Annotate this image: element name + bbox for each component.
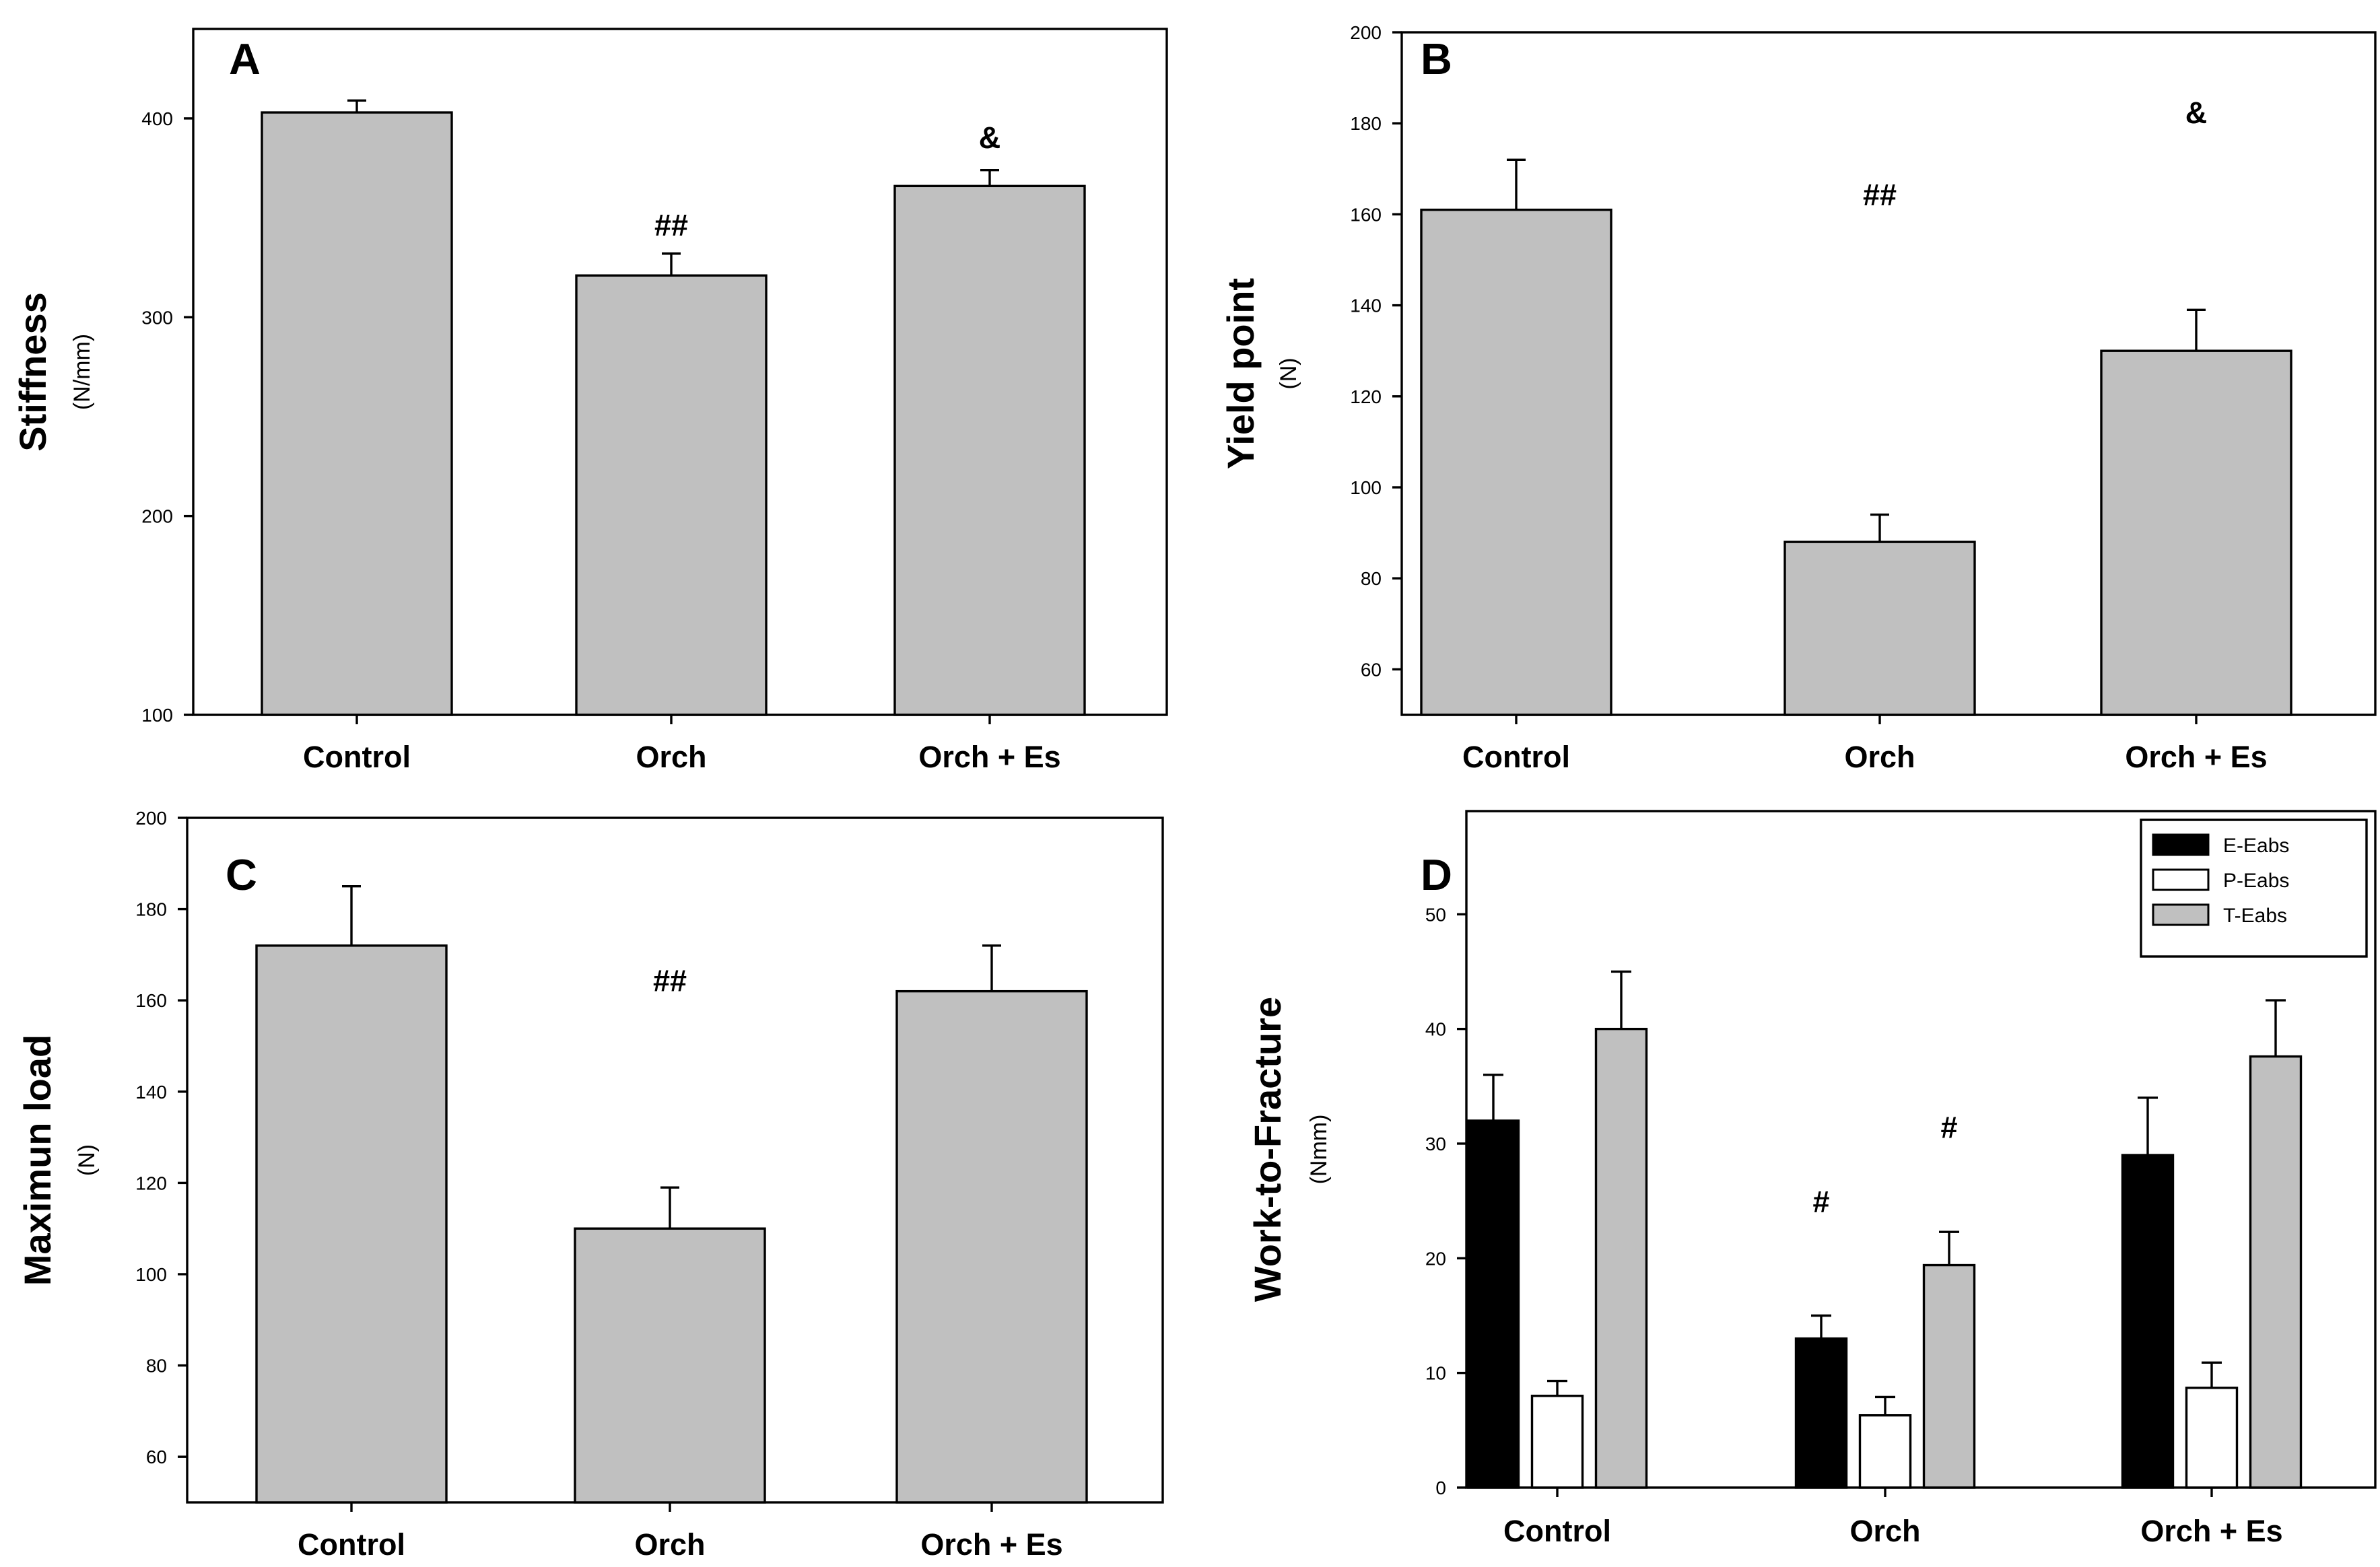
y-axis-label: Yield point [1219,278,1262,469]
bar [2121,1154,2175,1489]
y-axis-label: Stiffness [11,292,54,452]
y-tick-label: 10 [1425,1363,1446,1384]
y-axis-unit: (N) [74,1144,100,1176]
y-tick-label: 160 [1350,204,1382,225]
y-axis-unit: (Nmm) [1306,1115,1332,1185]
bar [255,944,448,1504]
significance-mark: ## [654,208,688,242]
panel-letter: A [229,34,261,83]
bar [575,274,768,716]
legend-label: E-Eabs [2223,835,2289,857]
panel-d: 0 10 20 30 40 50 Control Orch Orch + Es # # D Work-t… [1246,810,2377,1548]
bar [1466,1119,1520,1489]
y-tick-label: 100 [141,705,173,726]
y-tick-label: 120 [1350,386,1382,407]
y-tick-label: 140 [135,1082,167,1103]
x-tick-label: Orch [1849,1514,1920,1548]
legend-swatch [2152,833,2210,856]
plot-frame [1465,810,2377,1489]
bar [2185,1387,2239,1489]
legend-swatch [2152,903,2210,926]
significance-mark: ## [653,964,687,998]
y-axis-label: Work-to-Fracture [1246,997,1289,1302]
bar [261,111,453,716]
y-tick-label: 30 [1425,1134,1446,1154]
y-tick-label: 100 [1350,477,1382,498]
legend-swatch [2152,868,2210,891]
x-tick-label: Orch + Es [918,740,1060,774]
y-axis-unit: (N) [1276,357,1301,389]
x-tick-label: Orch [634,1527,705,1562]
x-tick-label: Control [1503,1514,1611,1548]
y-tick-label: 120 [135,1173,167,1193]
significance-mark: & [979,120,1001,155]
y-tick-label: 160 [135,990,167,1011]
y-tick-label: 400 [141,108,173,129]
bar [1783,541,1976,716]
bar [1530,1395,1584,1489]
y-tick-label: 100 [135,1264,167,1285]
y-axis-label: Maximun load [16,1035,59,1286]
bar [895,989,1088,1504]
y-tick-label: 80 [1361,568,1382,589]
panel-c: 60 80 100 120 140 160 180 200 Control Orch Orch + … [16,808,1164,1562]
panel-letter: C [226,850,257,899]
y-tick-label: 0 [1435,1477,1446,1498]
y-tick-label: 140 [1350,295,1382,316]
y-tick-label: 200 [135,808,167,829]
y-tick-label: 180 [135,899,167,920]
x-tick-label: Control [1462,740,1570,774]
significance-mark: & [2185,96,2208,130]
significance-mark: ## [1863,178,1897,212]
panel-letter: D [1421,850,1452,899]
y-tick-label: 20 [1425,1248,1446,1269]
x-tick-label: Control [298,1527,405,1562]
x-tick-label: Orch [636,740,706,774]
panel-a: 100 200 300 400 Control Orch Orch + Es ## & A Stif… [11,28,1168,774]
bar [893,184,1086,716]
bar [1594,1027,1648,1489]
bar [2100,349,2292,716]
y-axis-unit: (N/mm) [69,334,95,410]
x-tick-label: Orch + Es [2140,1514,2282,1548]
y-tick-label: 60 [146,1447,167,1467]
panel-letter: B [1421,34,1452,83]
bar [1420,208,1612,716]
x-tick-label: Orch [1844,740,1915,774]
y-tick-label: 180 [1350,113,1382,134]
y-tick-label: 200 [1350,22,1382,43]
y-tick-label: 40 [1425,1019,1446,1040]
panel-b: 60 80 100 120 140 160 180 200 Control Orch Orch + … [1219,22,2377,774]
bar [1922,1263,1976,1489]
significance-mark: # [1812,1185,1829,1219]
bar [1858,1414,1912,1489]
significance-mark: # [1940,1110,1957,1144]
y-tick-label: 80 [146,1356,167,1377]
bar [1794,1337,1848,1489]
x-tick-label: Control [303,740,411,774]
legend: E-Eabs P-Eabs T-Eabs [2140,819,2368,958]
y-tick-label: 300 [141,307,173,328]
x-tick-label: Orch + Es [2125,740,2267,774]
y-tick-label: 60 [1361,659,1382,680]
x-tick-label: Orch + Es [920,1527,1062,1562]
y-tick-label: 200 [141,506,173,527]
y-tick-label: 50 [1425,904,1446,925]
bar [574,1227,766,1504]
bar [2249,1055,2303,1489]
legend-label: T-Eabs [2223,905,2287,927]
legend-label: P-Eabs [2223,870,2289,892]
